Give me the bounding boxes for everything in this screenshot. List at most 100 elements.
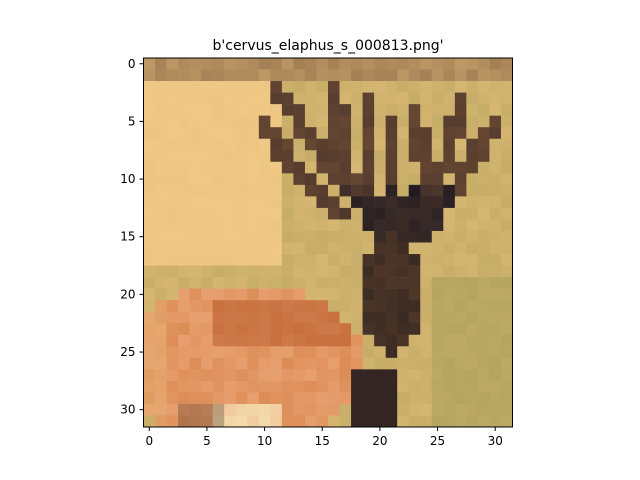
image-pixel bbox=[477, 380, 490, 393]
image-pixel bbox=[155, 277, 167, 289]
image-pixel bbox=[443, 207, 456, 220]
image-pixel bbox=[304, 369, 317, 382]
image-pixel bbox=[351, 92, 363, 105]
image-pixel bbox=[166, 392, 179, 405]
image-pixel bbox=[281, 138, 294, 151]
image-pixel bbox=[500, 81, 513, 93]
image-pixel bbox=[189, 288, 202, 301]
image-pixel bbox=[270, 115, 283, 128]
image-pixel bbox=[362, 288, 375, 301]
image-pixel bbox=[224, 58, 237, 70]
image-pixel bbox=[189, 415, 202, 428]
image-pixel bbox=[293, 415, 306, 428]
image-pixel bbox=[212, 242, 225, 255]
image-pixel bbox=[443, 161, 456, 174]
image-pixel bbox=[408, 150, 421, 163]
image-pixel bbox=[281, 58, 294, 70]
image-pixel bbox=[189, 254, 202, 266]
image-pixel bbox=[143, 415, 156, 428]
image-pixel bbox=[270, 173, 283, 186]
image-pixel bbox=[374, 323, 386, 336]
image-pixel bbox=[328, 150, 340, 163]
image-pixel bbox=[281, 92, 294, 105]
image-pixel bbox=[143, 392, 156, 405]
image-pixel bbox=[189, 392, 202, 405]
image-pixel bbox=[374, 196, 386, 209]
image-pixel bbox=[489, 288, 502, 301]
image-pixel bbox=[351, 300, 363, 312]
image-pixel bbox=[224, 196, 237, 209]
image-pixel bbox=[477, 300, 490, 312]
image-pixel bbox=[351, 196, 363, 209]
image-pixel bbox=[304, 173, 317, 186]
image-pixel bbox=[420, 380, 433, 393]
image-pixel bbox=[385, 334, 398, 347]
image-pixel bbox=[500, 346, 513, 359]
image-pixel bbox=[397, 380, 410, 393]
image-pixel bbox=[201, 369, 213, 382]
image-pixel bbox=[281, 357, 294, 370]
image-pixel bbox=[351, 403, 363, 416]
image-pixel bbox=[420, 150, 433, 163]
image-pixel bbox=[143, 230, 156, 243]
image-pixel bbox=[328, 115, 340, 128]
image-pixel bbox=[454, 346, 467, 359]
image-pixel bbox=[258, 92, 271, 105]
image-pixel bbox=[224, 92, 237, 105]
image-pixel bbox=[224, 219, 237, 232]
x-tick-label: 25 bbox=[430, 434, 445, 448]
image-pixel bbox=[155, 288, 167, 301]
image-pixel bbox=[304, 357, 317, 370]
image-pixel bbox=[420, 288, 433, 301]
image-pixel bbox=[155, 311, 167, 324]
image-pixel bbox=[454, 265, 467, 278]
image-pixel bbox=[477, 81, 490, 93]
image-pixel bbox=[155, 357, 167, 370]
image-pixel bbox=[270, 380, 283, 393]
image-pixel bbox=[247, 138, 260, 151]
y-tick-label: 20 bbox=[120, 287, 135, 301]
image-pixel bbox=[431, 415, 444, 428]
image-pixel bbox=[408, 300, 421, 312]
image-pixel bbox=[224, 138, 237, 151]
image-pixel bbox=[420, 346, 433, 359]
image-pixel bbox=[304, 254, 317, 266]
image-pixel bbox=[454, 138, 467, 151]
image-pixel bbox=[339, 127, 352, 140]
image-pixel bbox=[316, 92, 329, 105]
image-pixel bbox=[339, 380, 352, 393]
image-pixel bbox=[454, 300, 467, 312]
image-pixel bbox=[397, 254, 410, 266]
image-pixel bbox=[143, 196, 156, 209]
image-pixel bbox=[293, 346, 306, 359]
image-pixel bbox=[339, 392, 352, 405]
image-pixel bbox=[351, 311, 363, 324]
image-pixel bbox=[201, 403, 213, 416]
image-pixel bbox=[293, 150, 306, 163]
image-pixel bbox=[281, 196, 294, 209]
image-pixel bbox=[500, 415, 513, 428]
image-pixel bbox=[270, 81, 283, 93]
image-pixel bbox=[247, 242, 260, 255]
image-pixel bbox=[454, 207, 467, 220]
image-pixel bbox=[212, 196, 225, 209]
image-pixel bbox=[397, 357, 410, 370]
image-pixel bbox=[351, 104, 363, 116]
image-pixel bbox=[328, 104, 340, 116]
image-pixel bbox=[362, 127, 375, 140]
image-pixel bbox=[328, 69, 340, 82]
image-pixel bbox=[155, 127, 167, 140]
image-pixel bbox=[362, 150, 375, 163]
image-pixel bbox=[201, 173, 213, 186]
image-pixel bbox=[258, 392, 271, 405]
image-pixel bbox=[247, 277, 260, 289]
image-pixel bbox=[166, 150, 179, 163]
image-pixel bbox=[443, 334, 456, 347]
image-pixel bbox=[178, 161, 190, 174]
image-pixel bbox=[293, 173, 306, 186]
image-pixel bbox=[212, 207, 225, 220]
image-pixel bbox=[489, 92, 502, 105]
image-pixel bbox=[247, 92, 260, 105]
image-pixel bbox=[212, 415, 225, 428]
